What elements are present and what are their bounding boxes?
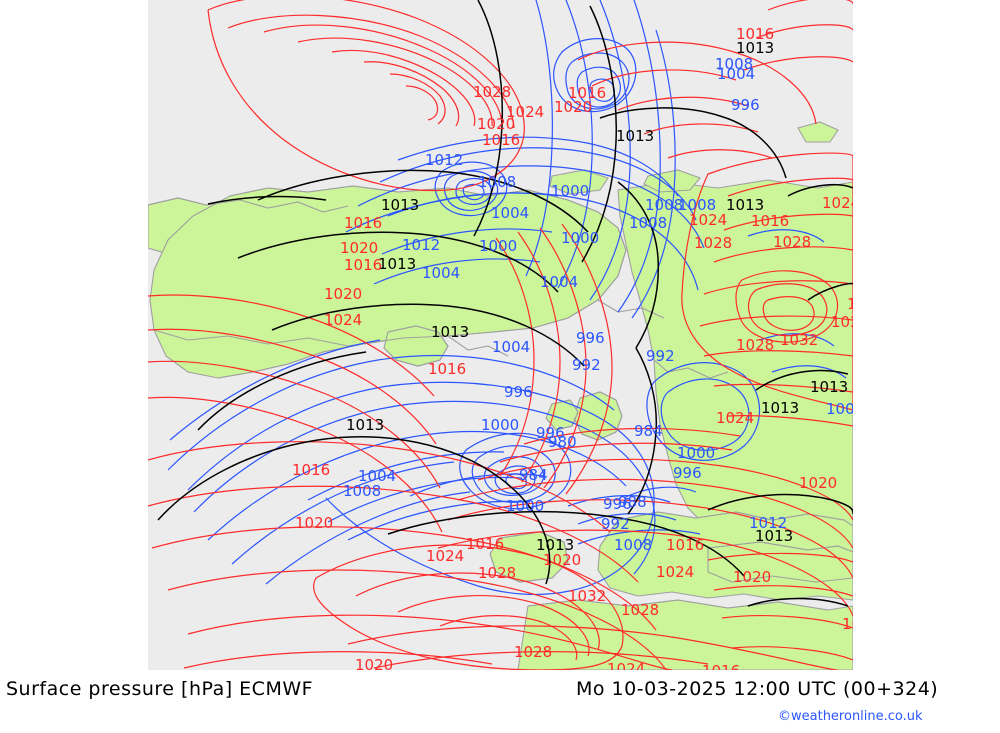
map-footer: Surface pressure [hPa] ECMWF Mo 10-03-20… <box>0 670 1000 733</box>
footer-title: Surface pressure [hPa] ECMWF <box>6 678 314 700</box>
isobar-1013 <box>157 0 853 607</box>
footer-datetime: Mo 10-03-2025 12:00 UTC (00+324) <box>576 678 939 700</box>
isobars-high <box>148 0 853 670</box>
copyright-credit: ©weatheronline.co.uk <box>778 709 923 724</box>
pressure-map[interactable]: 1028 1016 1016 1024 1020 1020 1016 1012 1013 1013… <box>148 0 853 670</box>
map-graphic <box>148 0 853 670</box>
coastline-layer <box>148 185 845 611</box>
landmass-layer <box>148 121 853 670</box>
